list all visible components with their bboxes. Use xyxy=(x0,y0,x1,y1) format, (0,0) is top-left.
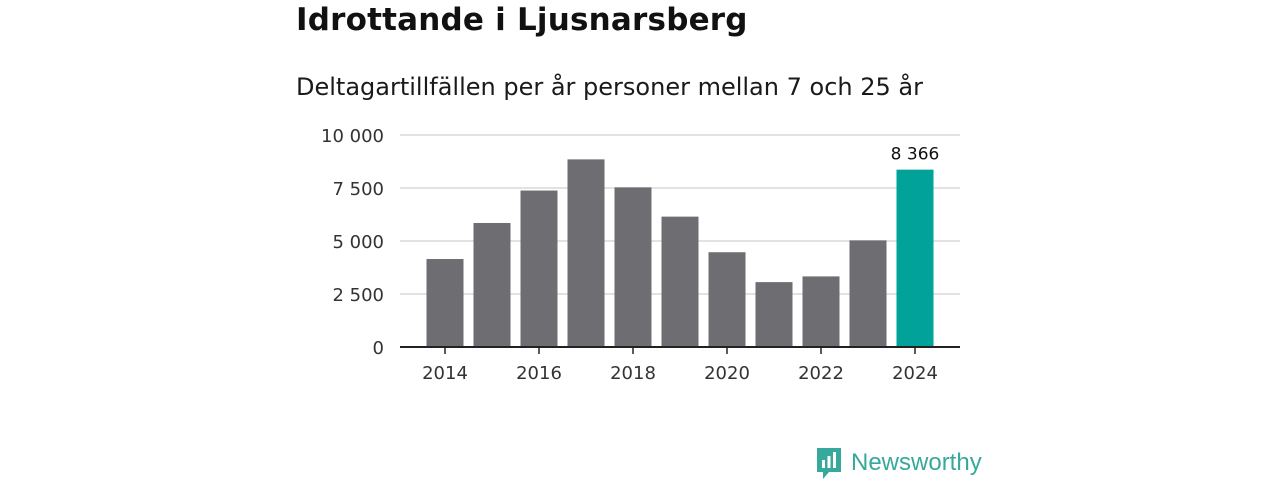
bar-2023 xyxy=(849,240,887,347)
brand-name: Newsworthy xyxy=(851,449,982,476)
bar-2014 xyxy=(426,259,464,347)
bar-2018 xyxy=(614,187,652,347)
brand-logo: Newsworthy xyxy=(815,446,982,480)
y-tick-label: 0 xyxy=(373,338,384,359)
chart-title: Idrottande i Ljusnarsberg xyxy=(296,2,748,38)
x-tick-label: 2024 xyxy=(892,363,938,384)
bar-2022 xyxy=(802,276,840,347)
bar-2017 xyxy=(567,159,605,347)
bar-2024 xyxy=(896,169,934,347)
bar-2015 xyxy=(473,222,511,347)
y-tick-label: 10 000 xyxy=(321,126,384,147)
x-tick-label: 2020 xyxy=(704,363,750,384)
x-tick-label: 2018 xyxy=(610,363,656,384)
data-label: 8 366 xyxy=(891,145,940,165)
chart-subtitle: Deltagartillfällen per år personer mella… xyxy=(296,73,923,101)
newsworthy-logo-icon xyxy=(817,448,841,479)
x-tick-label: 2022 xyxy=(798,363,844,384)
y-tick-label: 2 500 xyxy=(332,285,384,306)
y-tick-label: 5 000 xyxy=(332,232,384,253)
x-tick-label: 2016 xyxy=(516,363,562,384)
y-tick-label: 7 500 xyxy=(332,179,384,200)
bar-2021 xyxy=(755,282,793,347)
bar-2016 xyxy=(520,190,558,347)
bar-2020 xyxy=(708,252,746,347)
x-tick-label: 2014 xyxy=(422,363,468,384)
bar-2019 xyxy=(661,216,699,347)
